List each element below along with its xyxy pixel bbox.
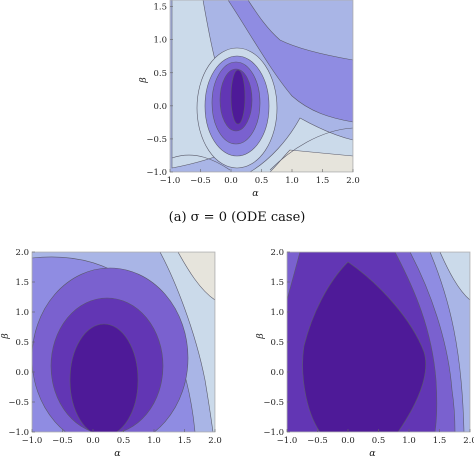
top-x-tick-label: 0.0 — [224, 176, 238, 186]
bottom-right-y-tick-label: 2.0 — [270, 248, 284, 258]
bottom-left-y-tick-label: −0.5 — [8, 398, 29, 408]
bottom-right-y-tick-label: 1.5 — [270, 278, 284, 288]
top-x-tick-label: 1.5 — [316, 176, 330, 186]
bottom-right-x-tick-label: 1.0 — [402, 436, 416, 446]
bottom-right-y-tick-label: 0.5 — [270, 338, 284, 348]
top-caption: (a) σ = 0 (ODE case) — [169, 210, 306, 225]
bottom-left-x-tick-label: −0.5 — [52, 436, 73, 446]
top-y-tick-label: 1.0 — [153, 36, 167, 46]
top-x-tick-label: 2.0 — [346, 176, 360, 186]
bottom-left-x-axis-label: α — [114, 448, 121, 459]
bottom-left-y-tick-label: 1.5 — [15, 278, 29, 288]
top-contour-line-lower-right — [269, 127, 353, 171]
bottom-right-x-axis-label: α — [369, 448, 376, 459]
bottom-right-x-tick-label: 0.0 — [341, 436, 355, 446]
bottom-right-contour-level-pale-corner — [439, 252, 470, 301]
bottom-left-contour-level-6 — [69, 323, 139, 432]
bottom-right-x-tick-label: −1.0 — [277, 436, 298, 446]
bottom-right-contour-panel: −1.0 −0.5 0.0 0.5 1.0 1.5 2.0 −1.0 −0.5 0.0 0.5 1.0… — [255, 248, 474, 459]
top-contour-level-right-lighter — [247, 0, 353, 61]
bottom-left-contour-level-pale-corner — [177, 252, 215, 301]
top-x-axis-label: α — [252, 188, 259, 199]
top-y-tick-label: 1.5 — [153, 3, 167, 13]
top-contour-line-lower-left — [171, 154, 231, 171]
top-contour-level-7 — [230, 69, 246, 125]
top-contour-panel: −1.0 −0.5 0.0 0.5 1.0 1.5 2.0 −1.0 −0.5 0.0 0.5 1.0… — [138, 0, 360, 199]
top-y-tick-label: 0.0 — [153, 102, 167, 112]
bottom-right-y-tick-label: 1.0 — [270, 308, 284, 318]
top-x-tick-label: −0.5 — [190, 176, 211, 186]
bottom-left-x-tick-label: −1.0 — [22, 436, 43, 446]
bottom-right-x-tick-label: 2.0 — [463, 436, 474, 446]
bottom-left-y-tick-label: 0.5 — [15, 338, 29, 348]
bottom-right-x-tick-label: 1.5 — [433, 436, 447, 446]
bottom-left-y-tick-label: 1.0 — [15, 308, 29, 318]
bottom-left-x-tick-label: 0.0 — [86, 436, 100, 446]
bottom-right-y-tick-label: −1.0 — [263, 428, 284, 438]
bottom-left-x-tick-label: 1.5 — [178, 436, 192, 446]
bottom-left-y-tick-label: −1.0 — [8, 428, 29, 438]
bottom-right-x-tick-label: −0.5 — [307, 436, 328, 446]
bottom-right-y-tick-label: −0.5 — [263, 398, 284, 408]
bottom-right-y-tick-label: 0.0 — [270, 368, 284, 378]
top-y-axis-label: β — [138, 77, 149, 84]
bottom-left-x-tick-label: 1.0 — [147, 436, 161, 446]
bottom-left-contour-panel: −1.0 −0.5 0.0 0.5 1.0 1.5 2.0 −1.0 −0.5 0.0 0.5 1.0… — [0, 248, 222, 459]
bottom-left-x-tick-label: 0.5 — [117, 436, 131, 446]
top-x-tick-label: −1.0 — [160, 176, 181, 186]
bottom-left-y-axis-label: β — [0, 333, 11, 340]
bottom-left-x-tick-label: 2.0 — [208, 436, 222, 446]
top-y-tick-label: 0.5 — [153, 69, 167, 79]
top-y-tick-label: −0.5 — [146, 135, 167, 145]
top-x-tick-label: 0.5 — [255, 176, 269, 186]
bottom-left-y-tick-label: 2.0 — [15, 248, 29, 258]
bottom-right-y-axis-label: β — [255, 333, 266, 340]
bottom-right-x-tick-label: 0.5 — [372, 436, 386, 446]
top-y-tick-label: −1.0 — [146, 168, 167, 178]
top-contour-level-pale-right-wedge — [269, 149, 353, 172]
top-x-tick-label: 1.0 — [285, 176, 299, 186]
bottom-left-y-tick-label: 0.0 — [15, 368, 29, 378]
